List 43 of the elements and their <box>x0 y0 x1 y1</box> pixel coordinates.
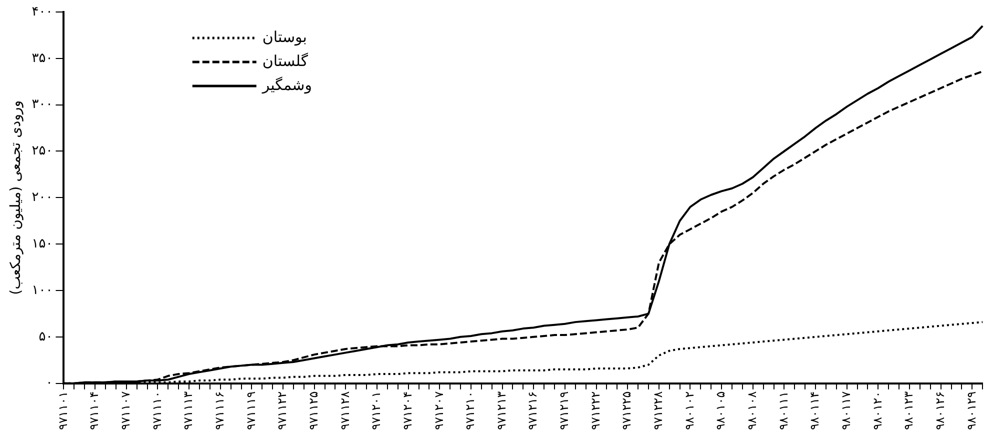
y-tick-label: ۱۵۰ <box>32 236 53 252</box>
x-tick-label: ۹۷۱۱۲۵ <box>306 391 320 430</box>
x-tick-label: ۹۷۱۱۲۲ <box>275 391 290 430</box>
x-tick-label: ۹۷۱۱۱۰ <box>150 391 164 430</box>
y-tick-label: ۱۰۰ <box>32 282 53 298</box>
y-tick-label: ۲۵۰ <box>32 144 53 159</box>
x-tick-label: ۹۸۰۱۰۲ <box>682 391 696 430</box>
y-tick-label: ۳۰۰ <box>32 97 53 112</box>
x-tick-label: ۹۷۱۲۲۲ <box>588 391 602 430</box>
x-tick-label: ۹۷۱۲۰۱ <box>369 391 384 430</box>
x-tick-label: ۹۷۱۱۰۴ <box>87 391 102 430</box>
x-tick-label: ۹۸۰۱۱۱ <box>776 391 790 430</box>
x-tick-label: ۹۸۰۱۱۷ <box>838 390 853 430</box>
x-tick-label: ۹۷۱۲۰۷ <box>432 390 446 430</box>
x-tick-label: ۹۷۱۱۲۸ <box>338 390 352 430</box>
x-tick-label: ۹۷۱۱۰۱ <box>56 391 70 430</box>
y-tick-label: ۲۰۰ <box>32 190 53 206</box>
x-tick-label: ۹۷۱۱۰۷ <box>118 390 133 430</box>
y-axis-title: ورودی تجمعی (میلیون مترمکعب) <box>8 100 24 295</box>
x-tick-label: ۹۸۰۱۱۴ <box>808 391 822 430</box>
y-tick-label: ۴۰۰ <box>32 4 53 20</box>
x-tick-label: ۹۷۱۲۰۴ <box>400 391 414 430</box>
x-tick-label: ۹۷۱۱۱۳ <box>181 390 196 430</box>
x-tick-label: ۹۸۰۱۲۶ <box>932 391 947 430</box>
x-tick-label: ۹۸۰۱۰۸ <box>745 390 760 430</box>
x-tick-label: ۹۸۰۱۲۰ <box>870 391 884 430</box>
legend-label: بوستان <box>262 28 307 46</box>
x-tick-label: ۹۸۰۱۲۳ <box>902 390 916 430</box>
x-tick-label: ۹۷۱۲۱۰ <box>463 391 478 430</box>
x-tick-label: ۹۸۰۱۲۹ <box>964 391 978 430</box>
y-tick-label: ۰ <box>46 376 53 391</box>
y-tick-label: ۵۰ <box>38 329 53 344</box>
x-tick-label: ۹۷۱۱۱۶ <box>212 391 226 430</box>
x-tick-label: ۹۷۱۲۲۸ <box>651 390 666 430</box>
x-tick-label: ۹۷۱۲۱۳ <box>494 390 508 430</box>
x-tick-label: ۹۷۱۲۲۵ <box>620 391 634 430</box>
x-tick-label: ۹۸۰۱۰۵ <box>714 391 728 430</box>
legend-label: گلستان <box>262 52 309 70</box>
legend-label: وشمگیر <box>261 76 312 94</box>
x-tick-label: ۹۷۱۲۱۹ <box>557 391 572 430</box>
y-tick-label: ۳۵۰ <box>32 50 53 66</box>
x-tick-label: ۹۷۱۱۱۹ <box>244 391 258 430</box>
x-tick-label: ۹۷۱۲۱۶ <box>526 391 540 430</box>
